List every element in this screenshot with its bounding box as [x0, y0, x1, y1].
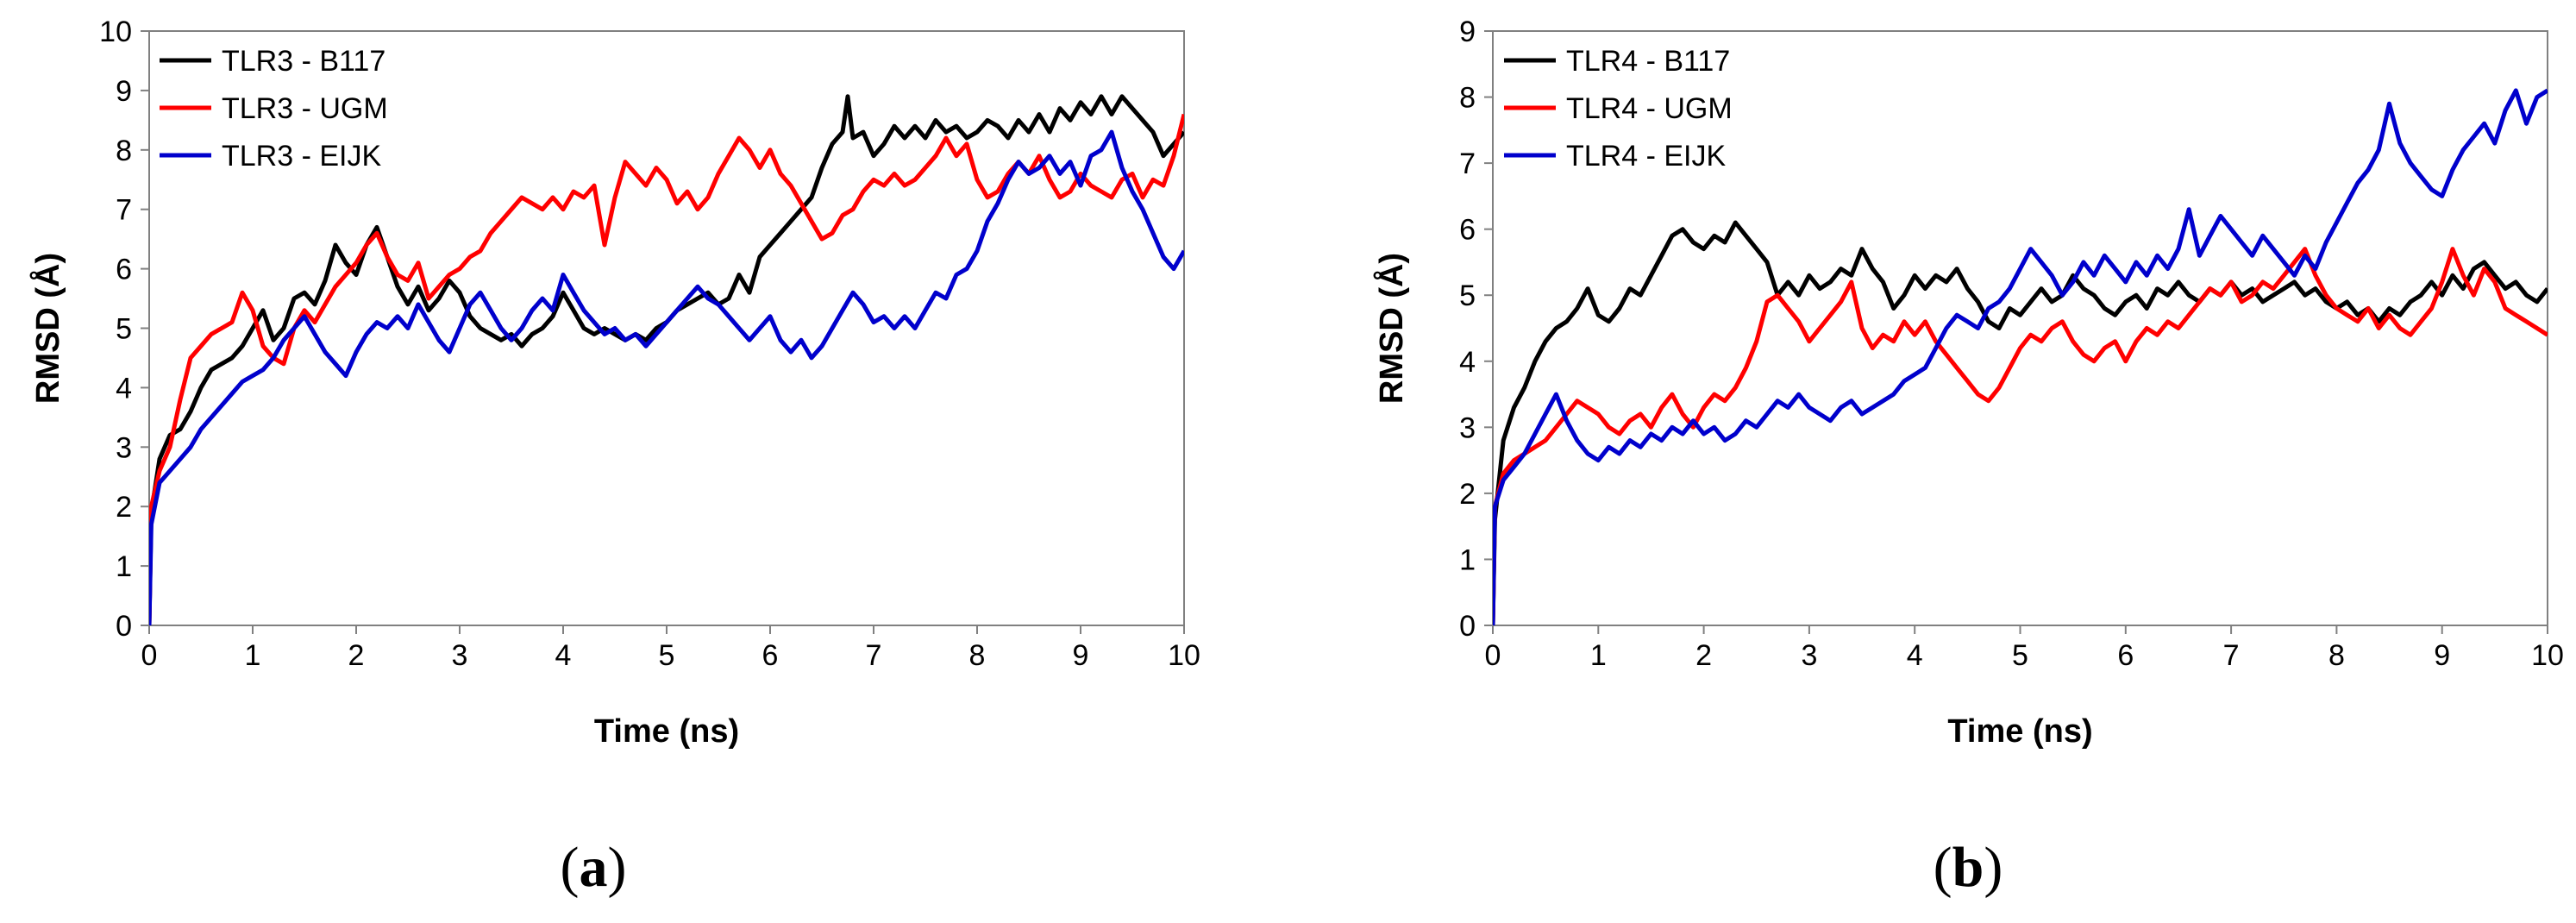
- x-tick-label: 10: [2531, 639, 2564, 672]
- y-tick-label: 3: [116, 431, 132, 464]
- x-tick-label: 6: [2117, 639, 2134, 672]
- rmsd-chart-tlr3: 0 1 2 3 4 5 6 7 8 9 10 0 1 2 3 4 5 6 7 8 9 10 Time (ns) RMSD (Å…: [28, 16, 1200, 899]
- x-tick-label: 7: [866, 639, 882, 672]
- series-group: [149, 94, 1184, 625]
- y-tick-label: 3: [1459, 411, 1476, 444]
- series-group: [1493, 88, 2548, 625]
- x-tick-label: 8: [969, 639, 986, 672]
- legend-label: TLR4 - EIJK: [1566, 140, 1726, 173]
- x-tick-label: 1: [1590, 639, 1607, 672]
- y-tick-label: 7: [116, 194, 132, 227]
- rmsd-chart-tlr4: 0 1 2 3 4 5 6 7 8 9 10 0 1 2 3 4 5 6 7 8 9 Time (ns) RMSD (Å) T…: [1372, 16, 2564, 899]
- x-tick-label: 5: [659, 639, 675, 672]
- y-tick-label: 4: [1459, 346, 1476, 379]
- series-line-tlr4-ugm: [1493, 247, 2548, 625]
- x-axis-title: Time (ns): [594, 713, 739, 750]
- series-line-tlr3-ugm: [149, 113, 1184, 625]
- y-tick-label: 2: [1459, 478, 1476, 511]
- y-tick-label: 6: [1459, 214, 1476, 247]
- y-tick-label: 4: [116, 372, 132, 405]
- legend-label: TLR3 - UGM: [222, 92, 388, 125]
- y-tick-label: 0: [1459, 610, 1476, 643]
- x-axis-title: Time (ns): [1947, 713, 2092, 750]
- chart-panel-a: 0 1 2 3 4 5 6 7 8 9 10 0 1 2 3 4 5 6 7 8 9 10 Time (ns) RMSD (Å…: [28, 16, 1200, 899]
- panel-caption: (b): [1934, 836, 2003, 899]
- y-tick-label: 2: [116, 491, 132, 524]
- y-axis-title: RMSD (Å): [28, 253, 66, 404]
- y-tick-label: 5: [116, 313, 132, 346]
- x-tick-label: 3: [1801, 639, 1817, 672]
- y-tick-label: 9: [116, 75, 132, 108]
- x-tick-label: 4: [555, 639, 572, 672]
- legend-label: TLR3 - B117: [222, 45, 385, 78]
- x-tick-label: 0: [141, 639, 158, 672]
- x-tick-label: 7: [2223, 639, 2240, 672]
- x-tick-label: 6: [762, 639, 779, 672]
- caption-close-paren: ): [608, 836, 627, 899]
- y-axis-title: RMSD (Å): [1372, 253, 1410, 404]
- series-line-tlr4-eijk: [1493, 88, 2548, 625]
- x-tick-label: 1: [245, 639, 261, 672]
- caption-open-paren: (: [561, 836, 580, 899]
- caption-letter: b: [1952, 836, 1984, 899]
- y-tick-label: 1: [116, 550, 132, 583]
- x-tick-label: 9: [2434, 639, 2450, 672]
- x-tick-label: 8: [2328, 639, 2345, 672]
- y-tick-label: 9: [1459, 16, 1476, 48]
- legend-label: TLR4 - UGM: [1566, 92, 1733, 125]
- y-tick-label: 6: [116, 254, 132, 286]
- y-tick-label: 10: [99, 16, 132, 48]
- y-tick-label: 1: [1459, 543, 1476, 576]
- legend-label: TLR4 - B117: [1566, 45, 1730, 78]
- caption-close-paren: ): [1984, 836, 2003, 899]
- caption-open-paren: (: [1934, 836, 1952, 899]
- legend-label: TLR3 - EIJK: [222, 140, 381, 173]
- y-tick-label: 0: [116, 610, 132, 643]
- x-tick-label: 2: [348, 639, 365, 672]
- x-tick-label: 4: [1907, 639, 1923, 672]
- x-tick-label: 9: [1073, 639, 1089, 672]
- x-tick-label: 10: [1168, 639, 1200, 672]
- x-tick-label: 2: [1695, 639, 1712, 672]
- chart-panel-b: 0 1 2 3 4 5 6 7 8 9 10 0 1 2 3 4 5 6 7 8 9 Time (ns) RMSD (Å) T…: [1288, 0, 2576, 923]
- x-tick-label: 0: [1485, 639, 1501, 672]
- series-line-tlr3-eijk: [149, 129, 1184, 625]
- x-tick-label: 3: [452, 639, 468, 672]
- panel-caption: (a): [561, 836, 627, 899]
- caption-letter: a: [580, 836, 608, 899]
- y-tick-label: 7: [1459, 148, 1476, 180]
- y-tick-label: 8: [116, 135, 132, 167]
- x-tick-label: 5: [2012, 639, 2028, 672]
- y-tick-label: 5: [1459, 279, 1476, 312]
- y-tick-label: 8: [1459, 82, 1476, 115]
